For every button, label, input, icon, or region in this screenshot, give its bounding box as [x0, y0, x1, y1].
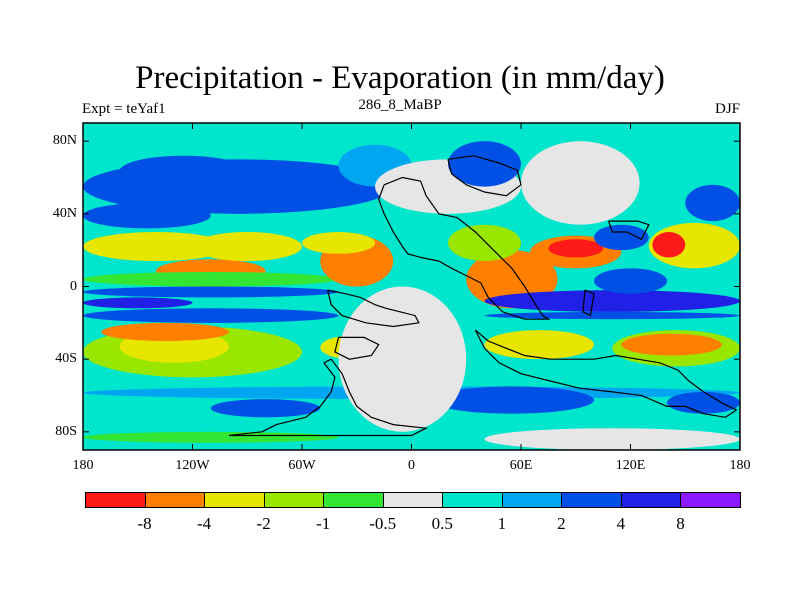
colorbar-swatch: [680, 492, 741, 508]
colorbar-label: 8: [676, 514, 685, 533]
colorbar-label: 0.5: [431, 514, 453, 533]
colorbar-label: -2: [256, 514, 271, 533]
field-region: [429, 386, 594, 414]
field-region: [83, 286, 339, 298]
period-label: 286_8_MaBP: [358, 97, 442, 113]
field-region: [685, 184, 740, 222]
coastline: [474, 329, 738, 418]
colorbar-label: 1: [497, 514, 507, 533]
colorbar-swatch: [620, 492, 682, 508]
field-region: [83, 271, 339, 287]
field-region: [83, 232, 229, 262]
y-tick-label: 40N: [52, 205, 77, 221]
field-region: [83, 297, 193, 309]
colorbar-swatch: [442, 492, 503, 508]
field-region: [652, 232, 686, 258]
colorbar-label: 4: [616, 514, 626, 533]
colorbar-swatch: [561, 492, 622, 508]
colorbar-swatch: [501, 492, 563, 508]
x-tick-label: 60E: [509, 458, 533, 473]
coastline: [228, 358, 429, 437]
colorbar-label: 2: [557, 514, 566, 533]
y-tick-label: 40S: [55, 351, 77, 367]
field-region: [484, 330, 594, 360]
colorbar-swatch: [85, 492, 146, 508]
field-region: [448, 141, 521, 187]
coastline: [327, 289, 420, 328]
colorbar-swatch: [263, 492, 325, 508]
x-tick-label: 120W: [175, 458, 210, 473]
field-region: [594, 268, 667, 294]
field-layer: [83, 123, 740, 450]
axis-ticks: [82, 123, 741, 450]
field-region: [448, 224, 521, 262]
field-region: [83, 431, 339, 443]
field-region: [302, 232, 375, 254]
field-region: [667, 391, 740, 414]
coastline: [582, 289, 595, 317]
x-tick-label: 60W: [288, 458, 316, 473]
y-tick-label: 80N: [52, 133, 77, 149]
x-tick-label: 0: [408, 458, 415, 473]
colorbar-label: -8: [137, 514, 152, 533]
colorbar-swatch: [382, 492, 444, 508]
coastline: [608, 220, 650, 241]
field-region: [621, 333, 722, 356]
field-region: [548, 239, 604, 258]
field-region: [484, 290, 740, 312]
field-region: [119, 155, 248, 187]
colorbar-swatch: [204, 492, 265, 508]
field-region: [484, 428, 740, 450]
field-region: [83, 202, 211, 229]
colorbar-label: -4: [196, 514, 212, 533]
field-region: [83, 308, 339, 323]
field-region: [484, 311, 740, 320]
x-tick-label: 180: [729, 458, 751, 473]
field-region: [594, 224, 649, 251]
colorbar-label: -1: [316, 514, 331, 533]
field-region: [210, 399, 321, 418]
coastline-layer: [228, 155, 738, 437]
field-region: [521, 141, 640, 225]
x-tick-label: 120E: [615, 458, 646, 473]
coastline: [334, 336, 380, 360]
field-region: [101, 322, 229, 341]
chart-title: Precipitation - Evaporation (in mm/day): [135, 60, 665, 96]
x-tick-label: 180: [72, 458, 94, 473]
colorbar-swatch: [323, 492, 384, 508]
y-tick-label: 0: [70, 278, 77, 294]
coastline: [447, 155, 522, 197]
colorbar-swatch: [144, 492, 206, 508]
coastline: [378, 176, 551, 320]
season-label: DJF: [714, 101, 740, 117]
field-region: [192, 232, 302, 262]
experiment-label: Expt = teYaf1: [82, 101, 166, 117]
field-region: [338, 286, 467, 432]
y-tick-label: 80S: [55, 423, 77, 439]
colorbar-label: -0.5: [369, 514, 397, 533]
